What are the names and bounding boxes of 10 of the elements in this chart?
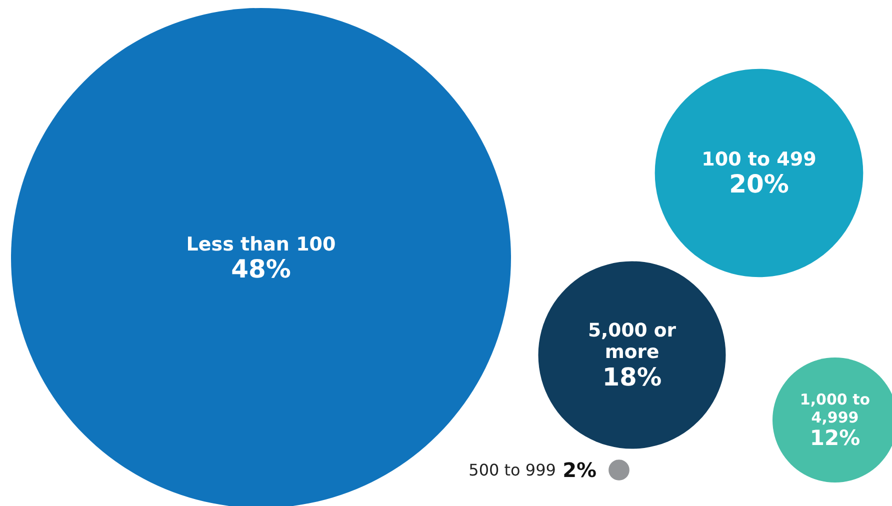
category-label: 1,000 to 4,999 xyxy=(800,390,870,426)
category-label: 5,000 or more xyxy=(588,320,677,363)
category-label: Less than 100 xyxy=(186,234,336,256)
category-label: 100 to 499 xyxy=(702,148,816,170)
category-label: 500 to 999 xyxy=(468,460,556,480)
data-label: 20% xyxy=(729,170,789,198)
data-label: 12% xyxy=(810,426,860,450)
data-label: 48% xyxy=(231,254,291,284)
data-label: 2% xyxy=(562,458,597,482)
data-label: 18% xyxy=(602,362,662,392)
